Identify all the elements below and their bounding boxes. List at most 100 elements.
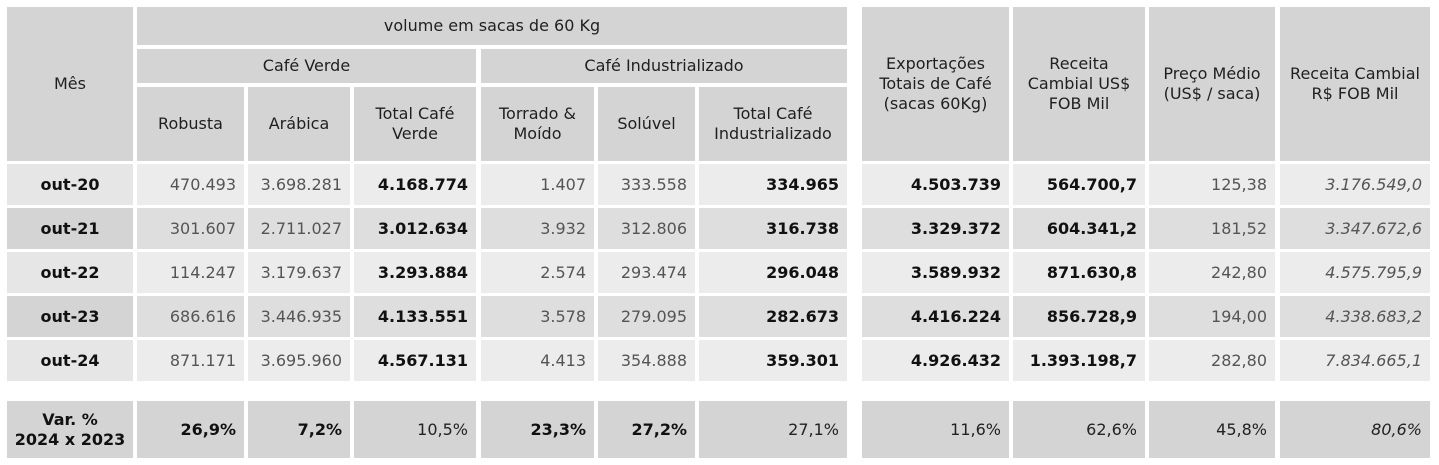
cell-arabica: 2.711.027	[248, 208, 350, 249]
header-total-verde: Total Café Verde	[354, 87, 476, 161]
cell-receita-brl-text: 3.347.672,6	[1325, 218, 1422, 238]
cell-exportacoes-text: 3.589.932	[910, 262, 1001, 282]
cell-preco: 125,38	[1149, 164, 1275, 205]
cell-soluvel: 312.806	[598, 208, 695, 249]
cell-robusta: 114.247	[137, 252, 244, 293]
variation-exportacoes-text: 11,6%	[950, 419, 1001, 439]
cell-arabica-text: 3.446.935	[260, 306, 342, 326]
header-cafe-verde-text: Café Verde	[262, 56, 351, 75]
cell-torrado: 3.932	[481, 208, 594, 249]
variation-receita-usd-text: 62,6%	[1086, 419, 1137, 439]
cell-receita-brl: 3.347.672,6	[1280, 208, 1430, 249]
cell-soluvel-text: 354.888	[620, 350, 687, 370]
variation-total-ind-text: 27,1%	[788, 419, 839, 439]
variation-label-line: Var. %	[42, 409, 98, 429]
cell-total-verde-text: 4.168.774	[377, 174, 468, 194]
cell-total-ind: 316.738	[699, 208, 847, 249]
cell-receita-usd-text: 564.700,7	[1046, 174, 1137, 194]
cell-exportacoes: 4.416.224	[862, 296, 1009, 337]
cell-torrado-text: 1.407	[540, 174, 586, 194]
cell-receita-brl-text: 4.338.683,2	[1325, 306, 1422, 326]
variation-robusta-text: 26,9%	[180, 419, 236, 439]
header-torrado-text: Torrado & Moído	[498, 104, 577, 143]
cell-total-verde: 4.133.551	[354, 296, 476, 337]
cell-receita-usd: 856.728,9	[1013, 296, 1145, 337]
variation-arabica: 7,2%	[248, 401, 350, 458]
row-month-text: out-23	[40, 306, 100, 326]
cell-soluvel: 279.095	[598, 296, 695, 337]
cell-exportacoes-text: 4.503.739	[910, 174, 1001, 194]
cell-total-verde: 4.567.131	[354, 340, 476, 381]
cell-exportacoes-text: 4.926.432	[910, 350, 1001, 370]
row-month: out-22	[7, 252, 133, 293]
header-volume: volume em sacas de 60 Kg	[137, 7, 847, 45]
header-preco: Preço Médio (US$ / saca)	[1149, 7, 1275, 161]
cell-total-ind-text: 282.673	[766, 306, 839, 326]
variation-soluvel-text: 27,2%	[631, 419, 687, 439]
header-receita-brl: Receita Cambial R$ FOB Mil	[1280, 7, 1430, 161]
header-volume-text: volume em sacas de 60 Kg	[383, 16, 601, 35]
cell-arabica: 3.179.637	[248, 252, 350, 293]
cell-receita-brl: 7.834.665,1	[1280, 340, 1430, 381]
row-month-text: out-21	[40, 218, 100, 238]
cell-total-verde-text: 3.293.884	[377, 262, 468, 282]
cell-arabica: 3.698.281	[248, 164, 350, 205]
cell-robusta: 470.493	[137, 164, 244, 205]
cell-soluvel-text: 333.558	[620, 174, 687, 194]
cell-soluvel-text: 312.806	[620, 218, 687, 238]
cell-robusta: 871.171	[137, 340, 244, 381]
cell-preco: 194,00	[1149, 296, 1275, 337]
cell-total-verde-text: 3.012.634	[377, 218, 468, 238]
variation-arabica-text: 7,2%	[297, 419, 342, 439]
cell-soluvel: 333.558	[598, 164, 695, 205]
cell-arabica-text: 3.695.960	[260, 350, 342, 370]
cell-total-ind-text: 316.738	[766, 218, 839, 238]
cell-robusta-text: 114.247	[169, 262, 236, 282]
cell-arabica-text: 2.711.027	[260, 218, 342, 238]
header-robusta: Robusta	[137, 87, 244, 161]
cell-soluvel: 293.474	[598, 252, 695, 293]
header-cafe-industrializado: Café Industrializado	[481, 49, 847, 83]
cell-soluvel: 354.888	[598, 340, 695, 381]
cell-total-verde-text: 4.133.551	[377, 306, 468, 326]
cell-exportacoes: 3.329.372	[862, 208, 1009, 249]
row-month: out-23	[7, 296, 133, 337]
header-mes-text: Mês	[54, 74, 86, 93]
header-receita-brl-text: Receita Cambial R$ FOB Mil	[1290, 64, 1420, 103]
row-month: out-20	[7, 164, 133, 205]
header-total-ind-text: Total Café Industrializado	[714, 104, 832, 143]
cell-preco-text: 181,52	[1211, 218, 1267, 238]
cell-torrado-text: 2.574	[540, 262, 586, 282]
header-soluvel-text: Solúvel	[617, 114, 676, 133]
variation-total-verde: 10,5%	[354, 401, 476, 458]
row-month-text: out-20	[40, 174, 100, 194]
cell-receita-brl: 3.176.549,0	[1280, 164, 1430, 205]
cell-receita-usd-text: 604.341,2	[1046, 218, 1137, 238]
variation-receita-usd: 62,6%	[1013, 401, 1145, 458]
cell-preco: 181,52	[1149, 208, 1275, 249]
cell-total-ind-text: 334.965	[766, 174, 839, 194]
header-mes: Mês	[7, 7, 133, 161]
cell-arabica-text: 3.179.637	[260, 262, 342, 282]
header-robusta-text: Robusta	[158, 114, 223, 133]
cell-arabica-text: 3.698.281	[260, 174, 342, 194]
cell-robusta-text: 686.616	[169, 306, 236, 326]
variation-preco-text: 45,8%	[1216, 419, 1267, 439]
row-month: out-21	[7, 208, 133, 249]
cell-total-ind: 296.048	[699, 252, 847, 293]
header-receita-usd: Receita Cambial US$ FOB Mil	[1013, 7, 1145, 161]
variation-receita-brl-text: 80,6%	[1371, 419, 1422, 439]
cell-total-verde: 4.168.774	[354, 164, 476, 205]
variation-soluvel: 27,2%	[598, 401, 695, 458]
cell-exportacoes: 3.589.932	[862, 252, 1009, 293]
cell-exportacoes: 4.926.432	[862, 340, 1009, 381]
variation-exportacoes: 11,6%	[862, 401, 1009, 458]
cell-receita-usd: 604.341,2	[1013, 208, 1145, 249]
cell-receita-usd-text: 871.630,8	[1046, 262, 1137, 282]
cell-receita-usd-text: 1.393.198,7	[1029, 350, 1137, 370]
variation-torrado-text: 23,3%	[530, 419, 586, 439]
cell-exportacoes-text: 4.416.224	[910, 306, 1001, 326]
header-arabica-text: Arábica	[268, 114, 330, 133]
cell-torrado: 2.574	[481, 252, 594, 293]
cell-robusta-text: 871.171	[169, 350, 236, 370]
